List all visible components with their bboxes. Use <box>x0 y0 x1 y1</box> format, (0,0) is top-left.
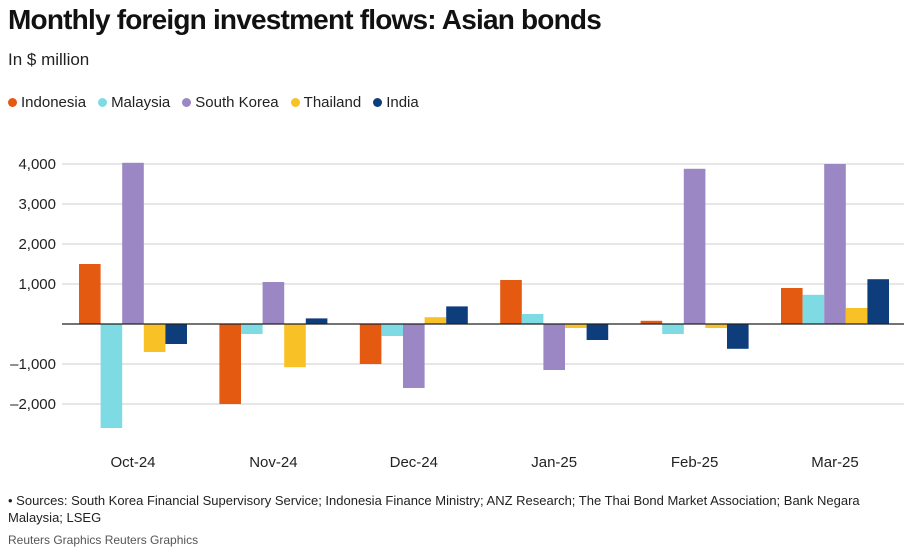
bar-south-korea-nov-24 <box>262 282 285 324</box>
bar-malaysia-feb-25 <box>662 324 684 334</box>
y-tick-label: 1,000 <box>18 276 56 293</box>
legend-swatch <box>182 98 192 107</box>
bar-malaysia-nov-24 <box>241 324 263 334</box>
bar-south-korea-feb-25 <box>683 168 706 324</box>
legend-item-malaysia: Malaysia <box>98 94 170 111</box>
y-tick-label: 2,000 <box>18 236 56 253</box>
bar-thailand-oct-24 <box>143 324 166 352</box>
credit-line: Reuters Graphics Reuters Graphics <box>8 533 199 547</box>
bar-indonesia-feb-25 <box>640 320 663 324</box>
x-tick-label: Feb-25 <box>671 454 719 471</box>
bar-thailand-dec-24 <box>424 317 447 324</box>
x-tick-label: Mar-25 <box>811 454 859 471</box>
legend-label: Thailand <box>303 94 362 111</box>
legend-label: South Korea <box>195 94 279 111</box>
legend-swatch <box>98 98 108 107</box>
bar-malaysia-mar-25 <box>802 294 825 324</box>
bar-india-feb-25 <box>727 324 749 349</box>
bar-india-nov-24 <box>305 318 328 324</box>
bar-malaysia-jan-25 <box>521 314 544 324</box>
bar-thailand-mar-25 <box>845 308 868 324</box>
legend-label: Indonesia <box>21 94 87 111</box>
y-tick-label: –2,000 <box>10 396 56 413</box>
bar-indonesia-mar-25 <box>781 288 803 324</box>
x-tick-label: Oct-24 <box>110 454 155 471</box>
bar-thailand-feb-25 <box>705 324 727 328</box>
legend-item-thailand: Thailand <box>290 94 362 111</box>
bar-south-korea-dec-24 <box>403 324 425 388</box>
chart-legend: Indonesia Malaysia South Korea Thailand Indi… <box>8 94 419 111</box>
bar-chart: 4,000 3,000 2,000 1,000 –1,000 –2,000 Oct-24 No… <box>10 156 904 471</box>
chart-subtitle: In $ million <box>8 50 90 69</box>
legend-swatch <box>8 98 17 107</box>
legend-swatch <box>373 98 383 107</box>
legend-label: Malaysia <box>111 94 171 111</box>
bar-south-korea-oct-24 <box>122 162 144 324</box>
legend-swatch <box>290 98 300 107</box>
y-tick-label: 4,000 <box>18 156 56 173</box>
legend-item-india: India <box>373 94 419 111</box>
x-tick-label: Dec-24 <box>390 454 438 471</box>
x-tick-label: Nov-24 <box>249 454 297 471</box>
bar-south-korea-mar-25 <box>824 164 846 324</box>
bar-india-dec-24 <box>446 306 468 324</box>
bar-thailand-nov-24 <box>284 324 306 368</box>
bar-indonesia-jan-25 <box>500 280 522 324</box>
chart-title: Monthly foreign investment flows: Asian … <box>8 4 602 35</box>
x-tick-label: Jan-25 <box>531 454 577 471</box>
bar-india-oct-24 <box>165 324 187 344</box>
bar-india-mar-25 <box>867 279 889 324</box>
legend-item-indonesia: Indonesia <box>8 94 86 111</box>
bar-thailand-jan-25 <box>565 324 587 328</box>
bar-indonesia-dec-24 <box>359 324 382 364</box>
y-tick-label: 3,000 <box>18 196 56 213</box>
bar-malaysia-oct-24 <box>100 324 123 428</box>
bar-indonesia-nov-24 <box>219 324 241 404</box>
y-tick-label: –1,000 <box>10 356 56 373</box>
legend-item-south-korea: South Korea <box>182 94 279 111</box>
bar-indonesia-oct-24 <box>79 264 101 324</box>
sources-footnote: • Sources: South Korea Financial Supervi… <box>8 493 860 525</box>
legend-label: India <box>386 94 419 111</box>
bar-malaysia-dec-24 <box>381 324 403 336</box>
bar-india-jan-25 <box>586 324 609 340</box>
bar-south-korea-jan-25 <box>543 324 565 370</box>
